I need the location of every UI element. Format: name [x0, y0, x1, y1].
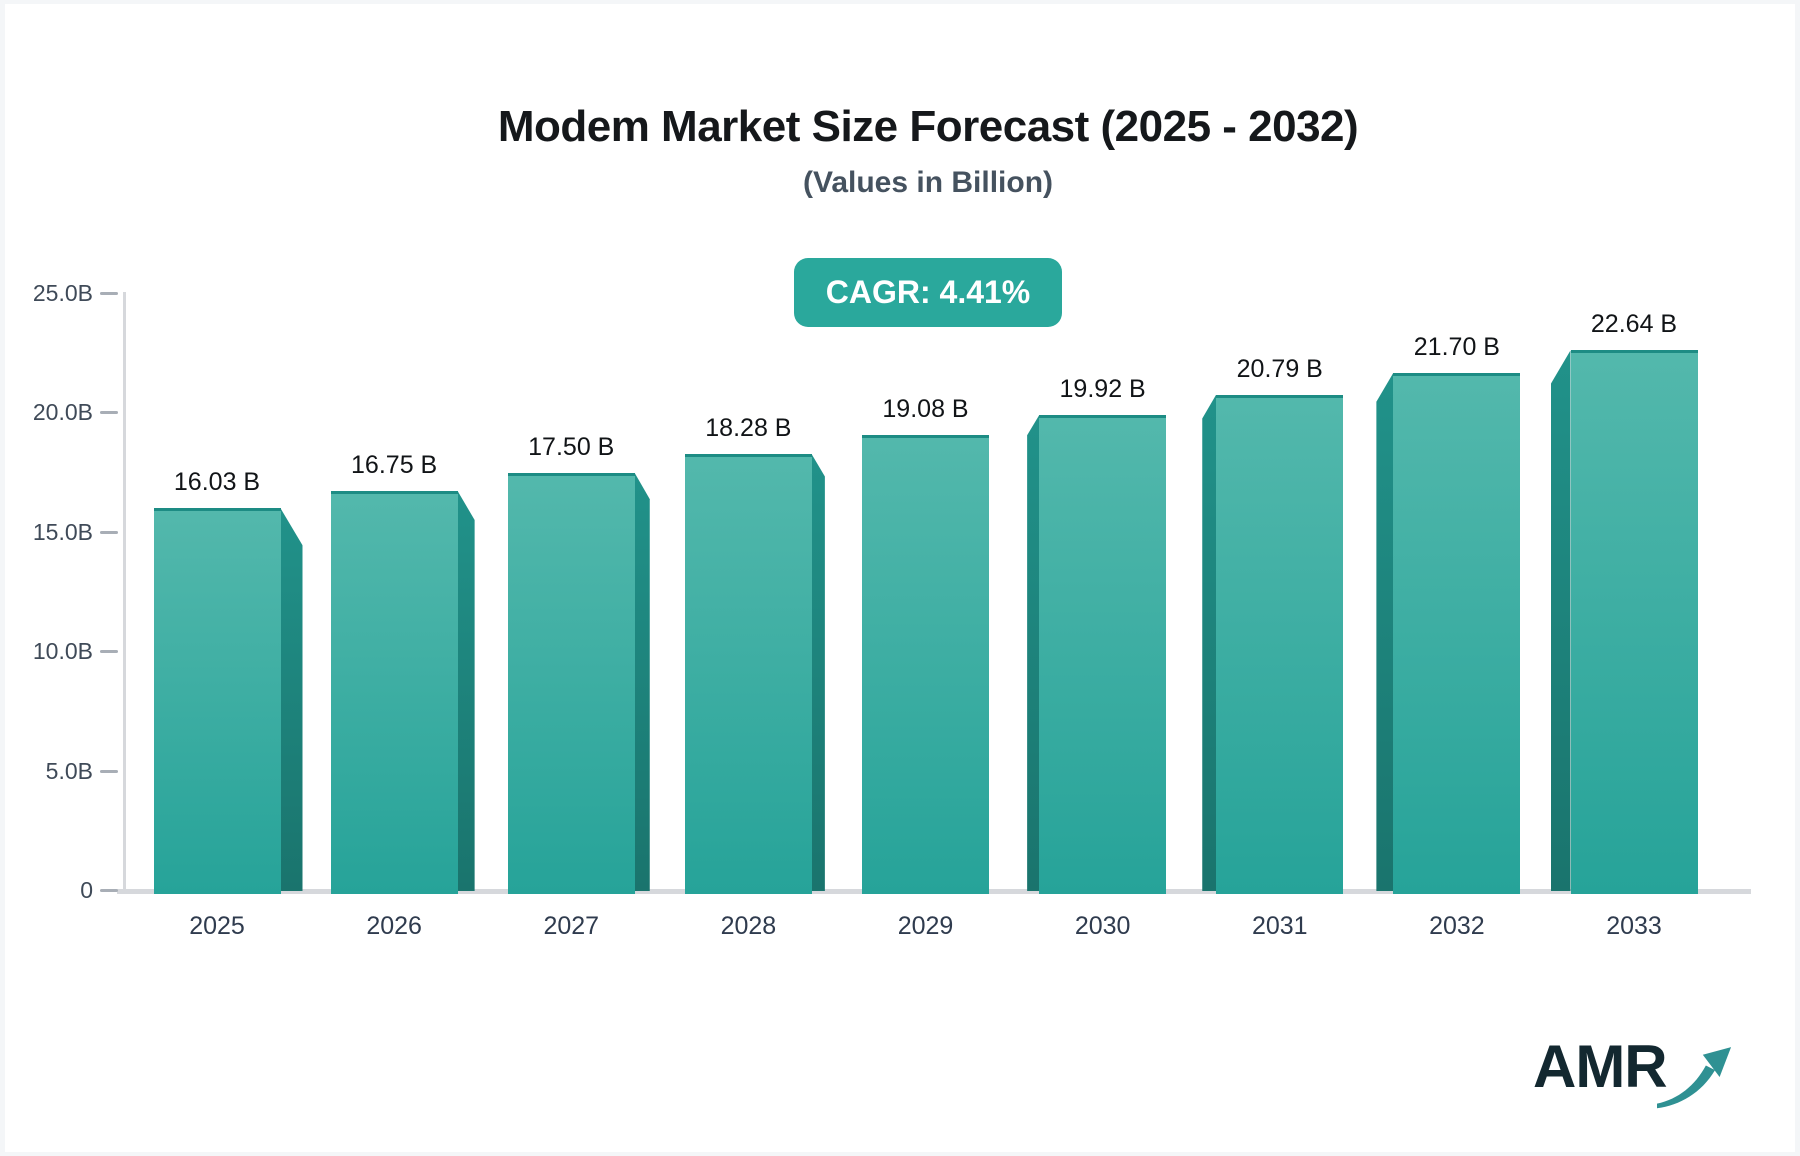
bar-front-2033: [1570, 350, 1698, 894]
bar-front-2029: [862, 435, 989, 894]
bar-value-label: 19.92 B: [1059, 375, 1146, 404]
amr-logo: AMR: [1533, 1034, 1733, 1124]
bar-value-label: 22.64 B: [1590, 310, 1678, 339]
bar-value-label: 16.03 B: [173, 468, 261, 497]
bar-front-2028: [684, 454, 812, 894]
y-axis-tick-dash: [100, 650, 118, 654]
x-axis-label: 2026: [366, 912, 422, 940]
y-axis-tick-label: 10.0B: [32, 638, 93, 665]
y-axis-tick-label: 25.0B: [32, 280, 93, 306]
x-axis-label: 2029: [897, 912, 954, 940]
bar-side-2030: [1027, 415, 1040, 891]
bar-value-label: 20.79 B: [1236, 354, 1323, 383]
bar-side-2032: [1376, 372, 1394, 891]
y-axis-tick-dash: [100, 530, 118, 534]
bar-front-2032: [1393, 372, 1521, 894]
bar-front-2026: [330, 491, 458, 894]
bar-front-2025: [153, 508, 281, 894]
y-axis-tick-label: 5.0B: [45, 757, 93, 784]
bar-side-2027: [634, 473, 650, 891]
x-axis-label: 2032: [1429, 912, 1485, 940]
bar-value-label: 19.08 B: [882, 395, 969, 424]
y-axis-tick-dash: [100, 292, 118, 295]
y-axis-tick-label: 15.0B: [32, 518, 93, 545]
bar-value-label: 21.70 B: [1413, 332, 1500, 361]
bar-side-2028: [811, 454, 825, 891]
y-axis-tick-label: 20.0B: [32, 399, 93, 426]
amr-logo-text: AMR: [1533, 1033, 1668, 1100]
bar-front-2027: [507, 473, 635, 894]
x-axis-label: 2031: [1251, 912, 1308, 940]
bar-side-2026: [457, 491, 475, 891]
chart-subtitle: (Values in Billion): [802, 166, 1054, 199]
y-axis-tick-dash: [100, 889, 118, 892]
bar-value-label: 18.28 B: [705, 414, 792, 443]
x-axis-label: 2025: [189, 912, 245, 940]
y-axis-line: [123, 292, 126, 892]
y-axis-tick-dash: [100, 769, 118, 773]
bar-side-2025: [280, 508, 303, 891]
growth-arrow-icon: [1656, 1047, 1731, 1109]
bar-side-2033: [1550, 350, 1571, 891]
bar-side-2031: [1202, 394, 1217, 891]
x-axis-label: 2030: [1074, 912, 1131, 940]
y-axis-tick-label: 0: [80, 877, 93, 903]
bar-value-label: 17.50 B: [528, 433, 615, 462]
x-axis-label: 2027: [543, 912, 600, 940]
x-axis-label: 2033: [1606, 912, 1662, 940]
bar-front-2030: [1039, 415, 1167, 894]
bar-value-label: 16.75 B: [351, 451, 438, 479]
bar-front-2031: [1216, 394, 1344, 894]
cagr-badge-label: CAGR: 4.41%: [825, 274, 1031, 310]
y-axis-tick-dash: [100, 411, 118, 415]
chart-card: Modem Market Size Forecast (2025 - 2032)…: [5, 4, 1795, 1152]
cagr-badge: CAGR: 4.41%: [794, 258, 1062, 327]
chart-title: Modem Market Size Forecast (2025 - 2032): [497, 102, 1359, 151]
x-axis-label: 2028: [720, 912, 777, 940]
